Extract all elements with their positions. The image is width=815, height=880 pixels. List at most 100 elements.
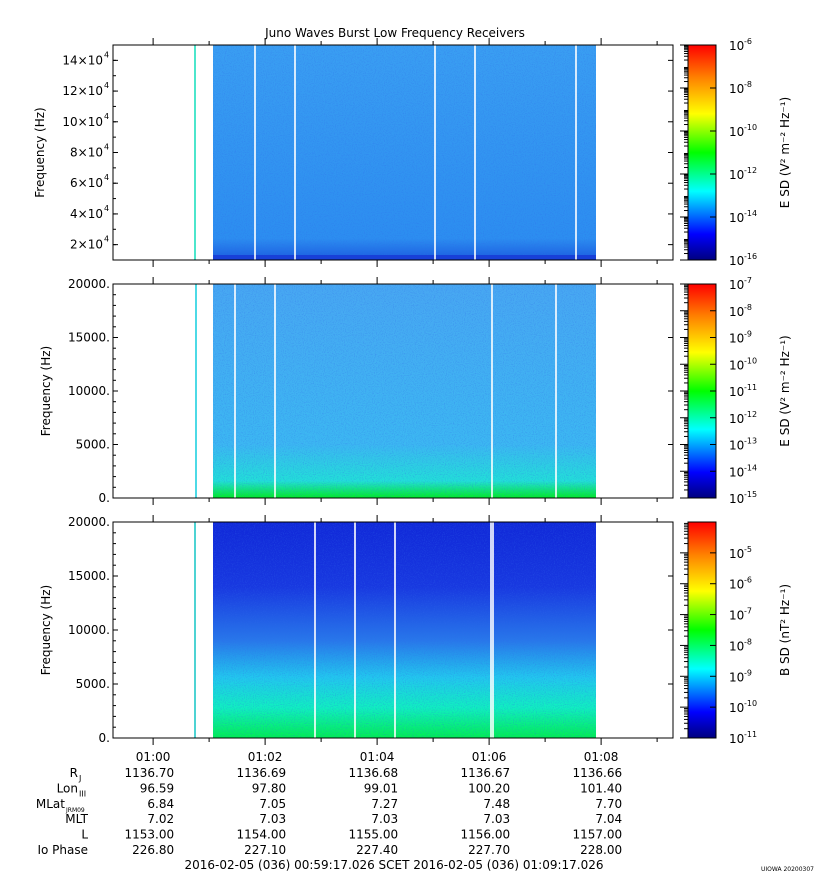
y-tick-label: 15000. (68, 331, 110, 345)
colorbar-tick-base: 10 (729, 385, 744, 399)
y-tick-exponent: 4 (104, 50, 109, 59)
ephemeris-label: MLT (65, 812, 88, 826)
ephemeris-value: 7.02 (147, 812, 174, 826)
colorbar-tick-exp: -10 (744, 356, 757, 365)
colorbar-tick-exp: -9 (744, 330, 752, 339)
y-tick-label: 20000. (68, 277, 110, 291)
y-tick-label: 10000. (68, 623, 110, 637)
ephemeris-value: 7.03 (371, 812, 398, 826)
colorbar-tick-base: 10 (729, 305, 744, 319)
colorbar-tick-exp: -6 (744, 576, 752, 585)
y-tick-exponent: 4 (104, 235, 109, 244)
y-axis-label: Frequency (Hz) (39, 585, 53, 676)
colorbar-tick-exp: -12 (744, 166, 757, 175)
time-tick-label: 01:02 (248, 750, 283, 764)
ephemeris-value: 1155.00 (348, 828, 398, 842)
colorbar-tick-exp: -14 (744, 463, 757, 472)
time-tick-label: 01:00 (136, 750, 171, 764)
ephemeris-label: L (81, 828, 88, 842)
y-axis-label: Frequency (Hz) (39, 346, 53, 437)
colorbar-tick-base: 10 (729, 358, 744, 372)
y-tick-exponent: 4 (104, 112, 109, 121)
time-tick-label: 01:08 (584, 750, 619, 764)
ephemeris-value: 7.03 (259, 812, 286, 826)
colorbar-tick-exp: -7 (744, 607, 752, 616)
low-frequency-band (213, 255, 596, 260)
ephemeris-value: 100.20 (468, 781, 510, 795)
y-tick-exponent: 4 (104, 143, 109, 152)
colorbar-tick-base: 10 (729, 578, 744, 592)
spectrogram-speckle (213, 45, 596, 260)
ephemeris-value: 226.80 (132, 843, 174, 857)
ephemeris-table: R J 1136.70 1136.69 1136.68 1136.67 1136.66 Lon… (36, 766, 622, 857)
ephemeris-label-sub: J (78, 774, 81, 783)
y-tick-label: 4×10 (70, 207, 103, 221)
colorbar-tick-exp: -7 (744, 276, 752, 285)
colorbar-tick-exp: -5 (744, 545, 752, 554)
colorbar-tick-exp: -8 (744, 80, 752, 89)
colorbar-tick-base: 10 (729, 412, 744, 426)
colorbar-tick-exp: -10 (744, 123, 757, 132)
colorbar-tick-exp: -8 (744, 637, 752, 646)
ephemeris-value: 1157.00 (572, 828, 622, 842)
colorbar-label: E SD (V² m⁻² Hz⁻¹) (778, 97, 792, 208)
colorbar-tick-base: 10 (729, 39, 744, 53)
colorbar-tick-base: 10 (729, 465, 744, 479)
colorbar-tick-base: 10 (729, 332, 744, 346)
colorbar-tick-base: 10 (729, 547, 744, 561)
ephemeris-value: 7.70 (595, 797, 622, 811)
colorbar-tick-exp: -8 (744, 303, 752, 312)
ephemeris-value: 7.48 (483, 797, 510, 811)
y-tick-label: 15000. (68, 569, 110, 583)
y-axis-label: Frequency (Hz) (33, 107, 47, 198)
colorbar-label: B SD (nT² Hz⁻¹) (778, 584, 792, 676)
y-tick-label: 12×10 (62, 84, 103, 98)
ephemeris-value: 1136.67 (460, 766, 510, 780)
colorbar-tick-exp: -12 (744, 410, 757, 419)
y-tick-exponent: 4 (104, 173, 109, 182)
ephemeris-value: 99.01 (364, 781, 398, 795)
y-tick-label: 8×10 (70, 146, 103, 160)
ephemeris-label-sub: III (79, 789, 86, 798)
spectrogram-speckle (213, 284, 596, 498)
ephemeris-value: 101.40 (580, 781, 622, 795)
colorbar-tick-base: 10 (729, 670, 744, 684)
colorbar (687, 44, 717, 261)
ephemeris-value: 7.03 (483, 812, 510, 826)
panel-3: 0. 5000. 10000. 15000. 20000. Frequency (Hz) 1… (39, 515, 792, 746)
ephemeris-value: 227.40 (356, 843, 398, 857)
ephemeris-value: 1156.00 (460, 828, 510, 842)
panel-2: 0. 5000. 10000. 15000. 20000. Frequency (Hz) 1… (39, 276, 792, 506)
ephemeris-value: 1153.00 (124, 828, 174, 842)
colorbar-tick-base: 10 (729, 609, 744, 623)
figure-title: Juno Waves Burst Low Frequency Receivers (264, 26, 525, 40)
ephemeris-label: MLat (36, 797, 65, 811)
colorbar-tick-base: 10 (729, 701, 744, 715)
ephemeris-value: 7.05 (259, 797, 286, 811)
y-tick-exponent: 4 (104, 204, 109, 213)
ephemeris-value: 96.59 (140, 781, 174, 795)
y-tick-label: 10×10 (62, 115, 103, 129)
colorbar-tick-base: 10 (729, 82, 744, 96)
colorbar-tick-base: 10 (729, 639, 744, 653)
colorbar-tick-exp: -6 (744, 37, 752, 46)
y-tick-label: 20000. (68, 515, 110, 529)
colorbar-tick-base: 10 (729, 492, 744, 506)
colorbar-label: E SD (V² m⁻² Hz⁻¹) (778, 335, 792, 446)
ephemeris-value: 1136.68 (348, 766, 398, 780)
colorbar-tick-exp: -13 (744, 437, 757, 446)
ephemeris-value: 1154.00 (236, 828, 286, 842)
panel-1: 2×10 44×10 46×10 48×10 410×10 412×10 414×10 4Fr… (33, 37, 792, 268)
ephemeris-value: 7.27 (371, 797, 398, 811)
ephemeris-value: 6.84 (147, 797, 174, 811)
spectrogram-speckle (213, 522, 596, 738)
stamp: UIOWA 20200307 (761, 866, 814, 873)
time-range: 2016-02-05 (036) 00:59:17.026 SCET 2016-… (184, 858, 603, 872)
colorbar-tick-exp: -11 (744, 730, 757, 739)
ephemeris-value: 228.00 (580, 843, 622, 857)
y-tick-label: 2×10 (70, 238, 103, 252)
ephemeris-value: 227.70 (468, 843, 510, 857)
colorbar-tick-base: 10 (729, 278, 744, 292)
y-tick-label: 0. (99, 491, 110, 505)
ephemeris-value: 97.80 (252, 781, 286, 795)
